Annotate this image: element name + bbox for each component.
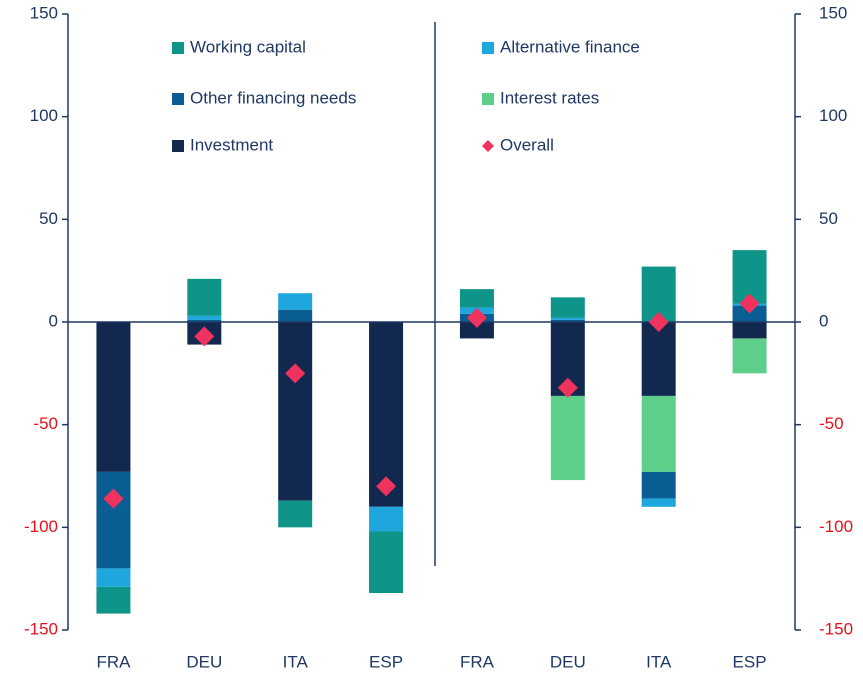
- x-tick-label: ESP: [733, 652, 767, 671]
- y2-tick-label: 0: [819, 311, 828, 330]
- legend-swatch: [172, 42, 184, 54]
- y2-tick-label: -50: [819, 414, 844, 433]
- bar-segment: [550, 395, 585, 481]
- y2-tick-label: 150: [819, 3, 847, 22]
- bar-segment: [187, 315, 222, 320]
- bar-segment: [550, 297, 585, 318]
- y-tick-label: -150: [24, 619, 58, 638]
- bar-segment: [641, 471, 676, 499]
- bar-segment: [550, 317, 585, 320]
- y2-tick-label: -150: [819, 619, 853, 638]
- y-tick-label: 0: [49, 311, 58, 330]
- bar-segment: [732, 338, 767, 374]
- overall-marker: [466, 307, 487, 328]
- overall-marker: [557, 377, 578, 398]
- x-tick-label: ITA: [646, 652, 672, 671]
- legend-swatch: [482, 140, 494, 152]
- bar-segment: [96, 322, 131, 472]
- bar-segment: [369, 531, 404, 594]
- overall-marker: [376, 476, 397, 497]
- y2-tick-label: -100: [819, 517, 853, 536]
- legend-swatch: [172, 93, 184, 105]
- x-tick-label: DEU: [186, 652, 222, 671]
- bar-segment: [187, 319, 222, 322]
- bar-segment: [459, 322, 494, 339]
- overall-marker: [103, 488, 124, 509]
- bar-segment: [459, 289, 494, 308]
- y-tick-label: 150: [30, 3, 58, 22]
- bar-segment: [96, 471, 131, 569]
- bar-segment: [641, 498, 676, 507]
- bar-segment: [278, 500, 313, 528]
- y-tick-label: 100: [30, 106, 58, 125]
- x-tick-label: DEU: [550, 652, 586, 671]
- y-tick-label: -100: [24, 517, 58, 536]
- bar-segment: [96, 568, 131, 587]
- bar-segment: [187, 278, 222, 316]
- overall-marker: [285, 363, 306, 384]
- bar-segment: [369, 322, 404, 507]
- legend-label: Overall: [500, 135, 554, 154]
- bar-segment: [641, 322, 676, 396]
- y-tick-label: -50: [33, 414, 58, 433]
- legend-swatch: [172, 140, 184, 152]
- overall-marker: [648, 312, 669, 332]
- bar-segment: [550, 319, 585, 322]
- y-tick-label: 50: [39, 209, 58, 228]
- bar-segment: [278, 293, 313, 310]
- x-tick-label: FRA: [460, 652, 495, 671]
- legend-label: Working capital: [190, 37, 306, 56]
- legend-label: Interest rates: [500, 88, 599, 107]
- y2-tick-label: 50: [819, 209, 838, 228]
- overall-marker: [194, 326, 215, 347]
- y2-tick-label: 100: [819, 106, 847, 125]
- x-tick-label: FRA: [96, 652, 131, 671]
- bar-segment: [278, 309, 313, 322]
- legend-label: Alternative finance: [500, 37, 640, 56]
- bar-segment: [369, 506, 404, 532]
- bar-segment: [732, 322, 767, 339]
- bar-segment: [732, 305, 767, 322]
- bar-segment: [641, 395, 676, 472]
- overall-marker: [739, 293, 760, 314]
- legend-label: Investment: [190, 135, 273, 154]
- bar-segment: [278, 322, 313, 501]
- bar-segment: [96, 586, 131, 614]
- x-tick-label: ITA: [283, 652, 309, 671]
- x-tick-label: ESP: [369, 652, 403, 671]
- legend-label: Other financing needs: [190, 88, 356, 107]
- legend-swatch: [482, 42, 494, 54]
- legend-swatch: [482, 93, 494, 105]
